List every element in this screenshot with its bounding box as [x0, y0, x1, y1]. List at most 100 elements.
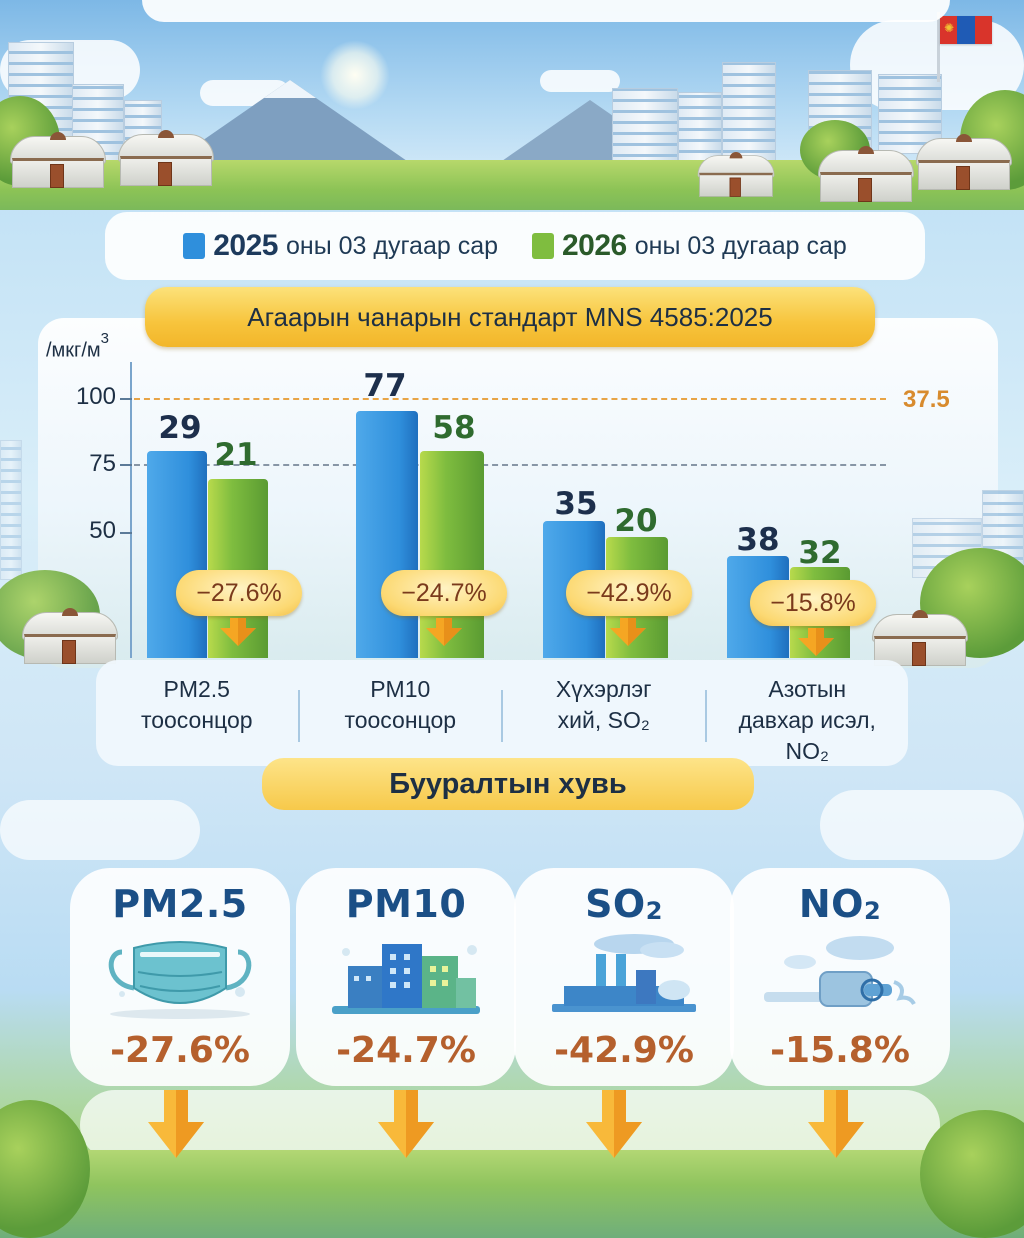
mongolia-flag-icon: ✺	[940, 16, 992, 44]
value-label-2025: 29	[158, 410, 202, 446]
legend-period: оны 03 дугаар сар	[286, 231, 498, 260]
category-name: Хүхэрлэг	[555, 676, 652, 702]
y-tick-mark	[120, 464, 132, 466]
y-axis-line	[130, 362, 132, 658]
grass-field	[0, 1150, 1024, 1238]
change-badge: −15.8%	[750, 580, 876, 626]
value-label-2026: 20	[614, 503, 658, 539]
standard-limit-value: 37.5	[903, 386, 950, 413]
bar-pm10-2025	[356, 411, 418, 658]
ger-yurt	[22, 608, 118, 664]
card-title: PM2.5	[112, 882, 248, 926]
apartment-building	[0, 440, 22, 580]
category-pm10: PM10 тоосонцор	[300, 674, 502, 736]
category-name: PM10	[370, 676, 431, 702]
category-name: Азотын	[768, 676, 847, 702]
reference-line-75	[134, 464, 886, 466]
value-label-2026: 21	[214, 437, 258, 473]
value-label-2025: 38	[736, 522, 780, 558]
card-percent: -42.9%	[554, 1030, 694, 1071]
change-badge: −27.6%	[176, 570, 302, 616]
card-title: NO2	[798, 882, 882, 926]
vehicle-exhaust-icon	[764, 936, 916, 1007]
divider	[704, 690, 707, 742]
down-arrow-icon	[378, 1090, 434, 1158]
down-arrow-icon	[610, 618, 646, 646]
soyombo-symbol-icon: ✺	[944, 21, 955, 35]
cloud	[80, 1090, 940, 1160]
down-arrow-icon	[808, 1090, 864, 1158]
legend-period: оны 03 дугаар сар	[634, 231, 847, 260]
y-axis-unit: /мкг/м3	[46, 330, 109, 363]
flag-pole	[937, 12, 940, 82]
cloud	[0, 800, 200, 860]
y-tick-mark	[120, 398, 132, 400]
value-label-2026: 58	[432, 410, 476, 446]
reduction-banner: Бууралтын хувь	[262, 758, 754, 810]
legend-year: 2025	[213, 229, 278, 262]
unit-text: /мкг/м	[46, 339, 101, 362]
face-mask-icon	[108, 941, 252, 1019]
category-so2: Хүхэрлэг хий, SO₂	[503, 674, 705, 736]
value-label-2026: 32	[798, 535, 842, 571]
divider	[297, 690, 300, 742]
ger-yurt	[697, 152, 775, 197]
legend-swatch-blue	[183, 233, 206, 259]
tree	[920, 1110, 1024, 1238]
ger-yurt	[10, 132, 106, 188]
down-arrow-icon	[426, 618, 462, 646]
ger-yurt	[872, 610, 968, 666]
down-arrow-icon	[220, 618, 256, 646]
category-subname: давхар исэл,	[738, 707, 876, 734]
unit-superscript: 3	[100, 330, 110, 347]
category-formula: NO₂	[785, 738, 829, 765]
category-label-bar: PM2.5 тоосонцор PM10 тоосонцор Хүхэрлэг …	[96, 660, 908, 766]
category-subname: тоосонцор	[140, 707, 253, 734]
change-badge: −24.7%	[381, 570, 507, 616]
down-arrow-icon	[148, 1090, 204, 1158]
ger-yurt	[916, 134, 1012, 190]
down-arrow-icon	[586, 1090, 642, 1158]
category-no2: Азотын давхар исэл, NO₂	[707, 674, 909, 767]
card-percent: -27.6%	[110, 1030, 250, 1071]
y-tick-label: 50	[89, 517, 116, 544]
standard-limit-line	[134, 398, 886, 400]
standard-banner: Агаарын чанарын стандарт MNS 4585:2025	[145, 287, 875, 347]
ger-yurt	[118, 130, 214, 186]
bar-pm25-2025	[147, 451, 207, 658]
card-no2: NO2 -15.8%	[730, 868, 950, 1086]
card-percent: -15.8%	[770, 1030, 910, 1071]
change-badge: −42.9%	[566, 570, 692, 616]
card-percent: -24.7%	[336, 1030, 476, 1071]
y-tick-mark	[120, 532, 132, 534]
card-title: PM10	[345, 882, 467, 926]
apartment-building	[722, 62, 776, 162]
value-label-2025: 77	[363, 368, 407, 404]
category-pm25: PM2.5 тоосонцор	[96, 674, 298, 736]
legend-item-2025: 2025 оны 03 дугаар сар	[183, 229, 498, 263]
card-pm25: PM2.5 -27.6%	[70, 868, 290, 1086]
category-subname: хий, SO₂	[557, 707, 650, 734]
y-tick-label: 100	[75, 383, 116, 410]
card-title: SO2	[585, 882, 663, 926]
legend-item-2026: 2026 оны 03 дугаар сар	[532, 229, 847, 263]
down-arrow-icon	[798, 628, 834, 656]
title-card	[142, 0, 950, 22]
category-subname: тоосонцор	[344, 707, 457, 734]
y-tick-label: 75	[89, 450, 116, 477]
card-so2: SO2 -42.9%	[514, 868, 734, 1086]
city-buildings-icon	[332, 944, 480, 1014]
value-label-2025: 35	[554, 486, 598, 522]
apartment-building	[678, 92, 722, 162]
card-pm10: PM10 -24.7%	[296, 868, 516, 1086]
chart-legend: 2025 оны 03 дугаар сар 2026 оны 03 дугаа…	[105, 212, 925, 280]
ger-yurt	[818, 146, 914, 202]
category-name: PM2.5	[163, 676, 230, 702]
legend-swatch-green	[532, 233, 554, 259]
cloud	[540, 70, 620, 92]
cloud	[820, 790, 1024, 860]
divider	[501, 690, 503, 742]
factory-smoke-icon	[552, 934, 696, 1012]
apartment-building	[612, 88, 678, 166]
legend-year: 2026	[562, 229, 627, 262]
